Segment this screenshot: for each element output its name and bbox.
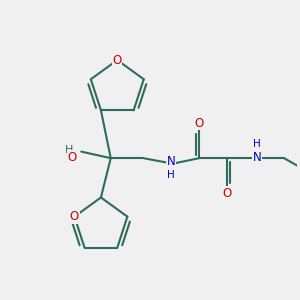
Text: O: O	[194, 117, 204, 130]
Text: N: N	[167, 155, 176, 168]
Text: H: H	[167, 169, 175, 179]
Text: N: N	[253, 151, 262, 164]
Text: H: H	[65, 145, 73, 155]
Text: H: H	[254, 140, 261, 149]
Text: O: O	[113, 53, 122, 67]
Text: O: O	[67, 151, 76, 164]
Text: O: O	[70, 210, 79, 223]
Text: O: O	[222, 187, 232, 200]
